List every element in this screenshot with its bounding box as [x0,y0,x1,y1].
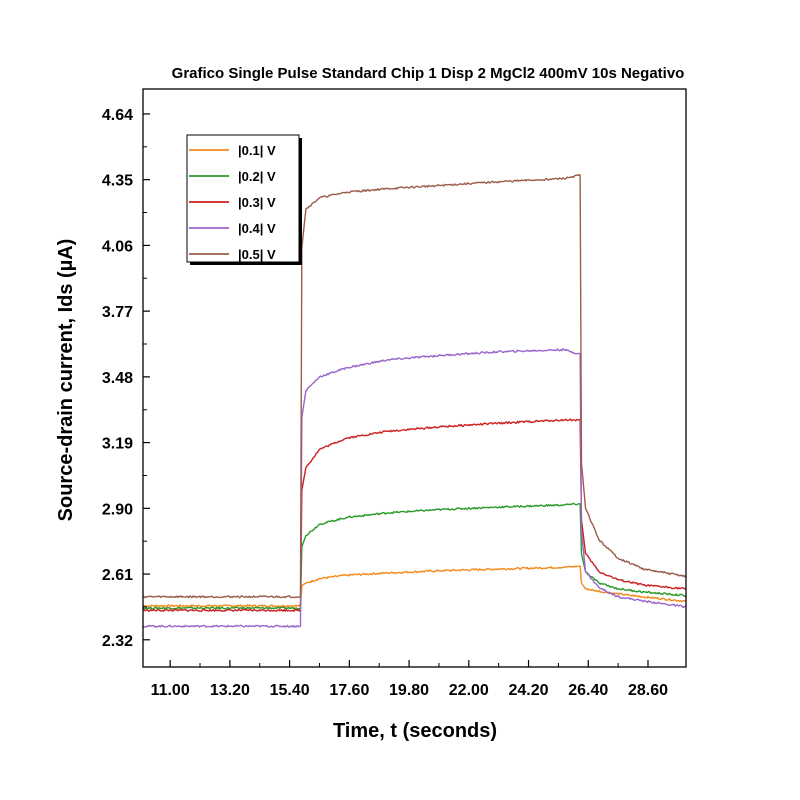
series-line-5 [142,173,687,599]
legend-label: |0.2| V [238,169,276,184]
legend-box [186,134,300,263]
x-tick-label: 24.20 [509,682,549,699]
x-axis-ticks: 11.00 13.20 15.40 17.60 19.80 22.00 24.20 26.40… [151,660,668,699]
series-line-2 [142,502,687,610]
plot-frame [142,88,687,668]
x-tick-label: 11.00 [151,682,190,699]
x-tick-label: 13.20 [210,682,250,699]
x-axis-label: Time, t (seconds) [333,720,497,742]
y-tick-label: 4.06 [102,238,133,255]
y-tick-label: 4.35 [102,173,133,190]
y-tick-label: 3.19 [102,436,133,453]
y-axis-ticks: 2.32 2.61 2.90 3.19 3.48 3.77 4.06 4.35 4.64 [102,107,150,650]
y-tick-label: 3.77 [102,304,133,321]
legend: |0.1| V |0.2| V |0.3| V |0.4| V |0.5| V [186,134,302,265]
y-tick-label: 2.90 [102,501,133,518]
chart-title: Grafico Single Pulse Standard Chip 1 Dis… [172,65,685,82]
legend-label: |0.5| V [238,247,276,262]
x-tick-label: 19.80 [389,682,429,699]
x-tick-label: 22.00 [449,682,489,699]
legend-label: |0.1| V [238,143,276,158]
y-tick-label: 4.64 [102,107,133,124]
series-line-3 [142,418,687,612]
legend-label: |0.4| V [238,221,276,236]
series-layer [142,173,687,628]
series-line-4 [142,348,687,628]
x-tick-label: 28.60 [628,682,668,699]
legend-label: |0.3| V [238,195,276,210]
series-line-1 [142,565,687,608]
x-tick-label: 26.40 [568,682,608,699]
y-tick-label: 2.61 [102,567,133,584]
x-tick-label: 17.60 [329,682,369,699]
x-tick-label: 15.40 [270,682,310,699]
y-tick-label: 2.32 [102,633,133,650]
y-tick-label: 3.48 [102,370,133,387]
y-axis-label: Source-drain current, Ids (µA) [55,239,77,522]
